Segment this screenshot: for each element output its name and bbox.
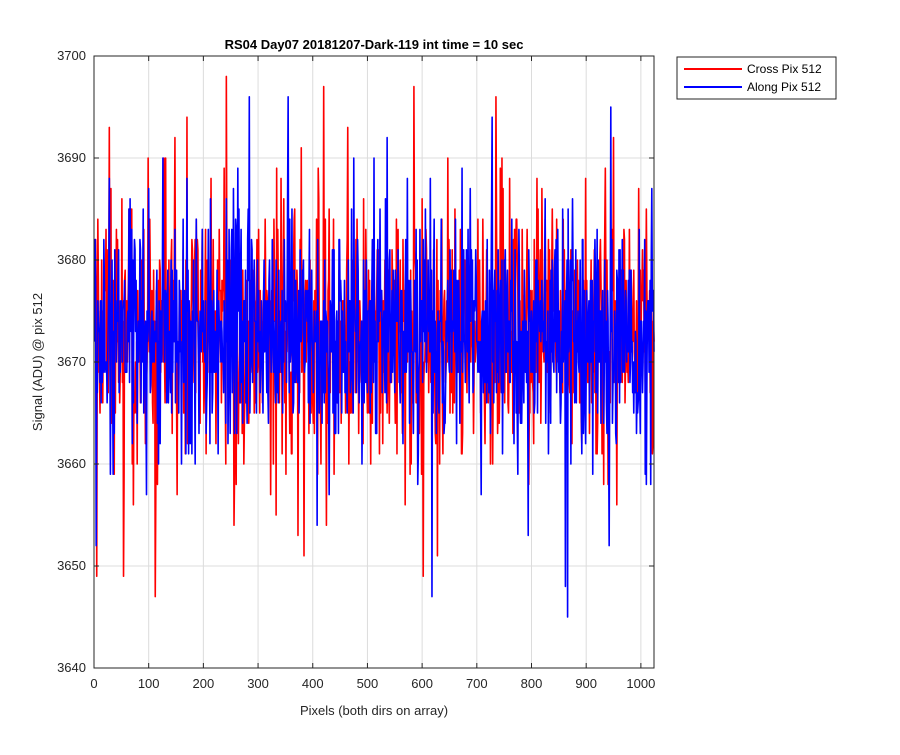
y-tick-label: 3680: [57, 252, 86, 267]
x-tick-label: 500: [357, 676, 379, 691]
x-tick-label: 300: [247, 676, 269, 691]
x-tick-label: 100: [138, 676, 160, 691]
y-tick-label: 3690: [57, 150, 86, 165]
y-axis-label: Signal (ADU) @ pix 512: [30, 293, 45, 431]
legend-label-cross: Cross Pix 512: [747, 62, 822, 76]
x-tick-label: 1000: [626, 676, 655, 691]
y-tick-label: 3660: [57, 456, 86, 471]
x-tick-label: 600: [411, 676, 433, 691]
x-tick-label: 700: [466, 676, 488, 691]
x-tick-label: 900: [575, 676, 597, 691]
y-tick-label: 3650: [57, 558, 86, 573]
series-line-1: [93, 96, 655, 618]
x-tick-label: 400: [302, 676, 324, 691]
ticks: 0 100 200 300 400 500 600 700 800 900 1000 3640 3650…: [57, 48, 655, 691]
y-tick-label: 3670: [57, 354, 86, 369]
series-layer: [93, 75, 655, 618]
y-tick-label: 3640: [57, 660, 86, 675]
y-tick-label: 3700: [57, 48, 86, 63]
legend: Cross Pix 512 Along Pix 512: [676, 56, 837, 100]
legend-box: [676, 56, 837, 100]
x-tick-label: 200: [193, 676, 215, 691]
x-tick-label: 800: [521, 676, 543, 691]
legend-label-along: Along Pix 512: [747, 80, 821, 94]
x-tick-label: 0: [90, 676, 97, 691]
chart-title: RS04 Day07 20181207-Dark-119 int time = …: [225, 37, 524, 52]
x-axis-label: Pixels (both dirs on array): [300, 703, 448, 718]
